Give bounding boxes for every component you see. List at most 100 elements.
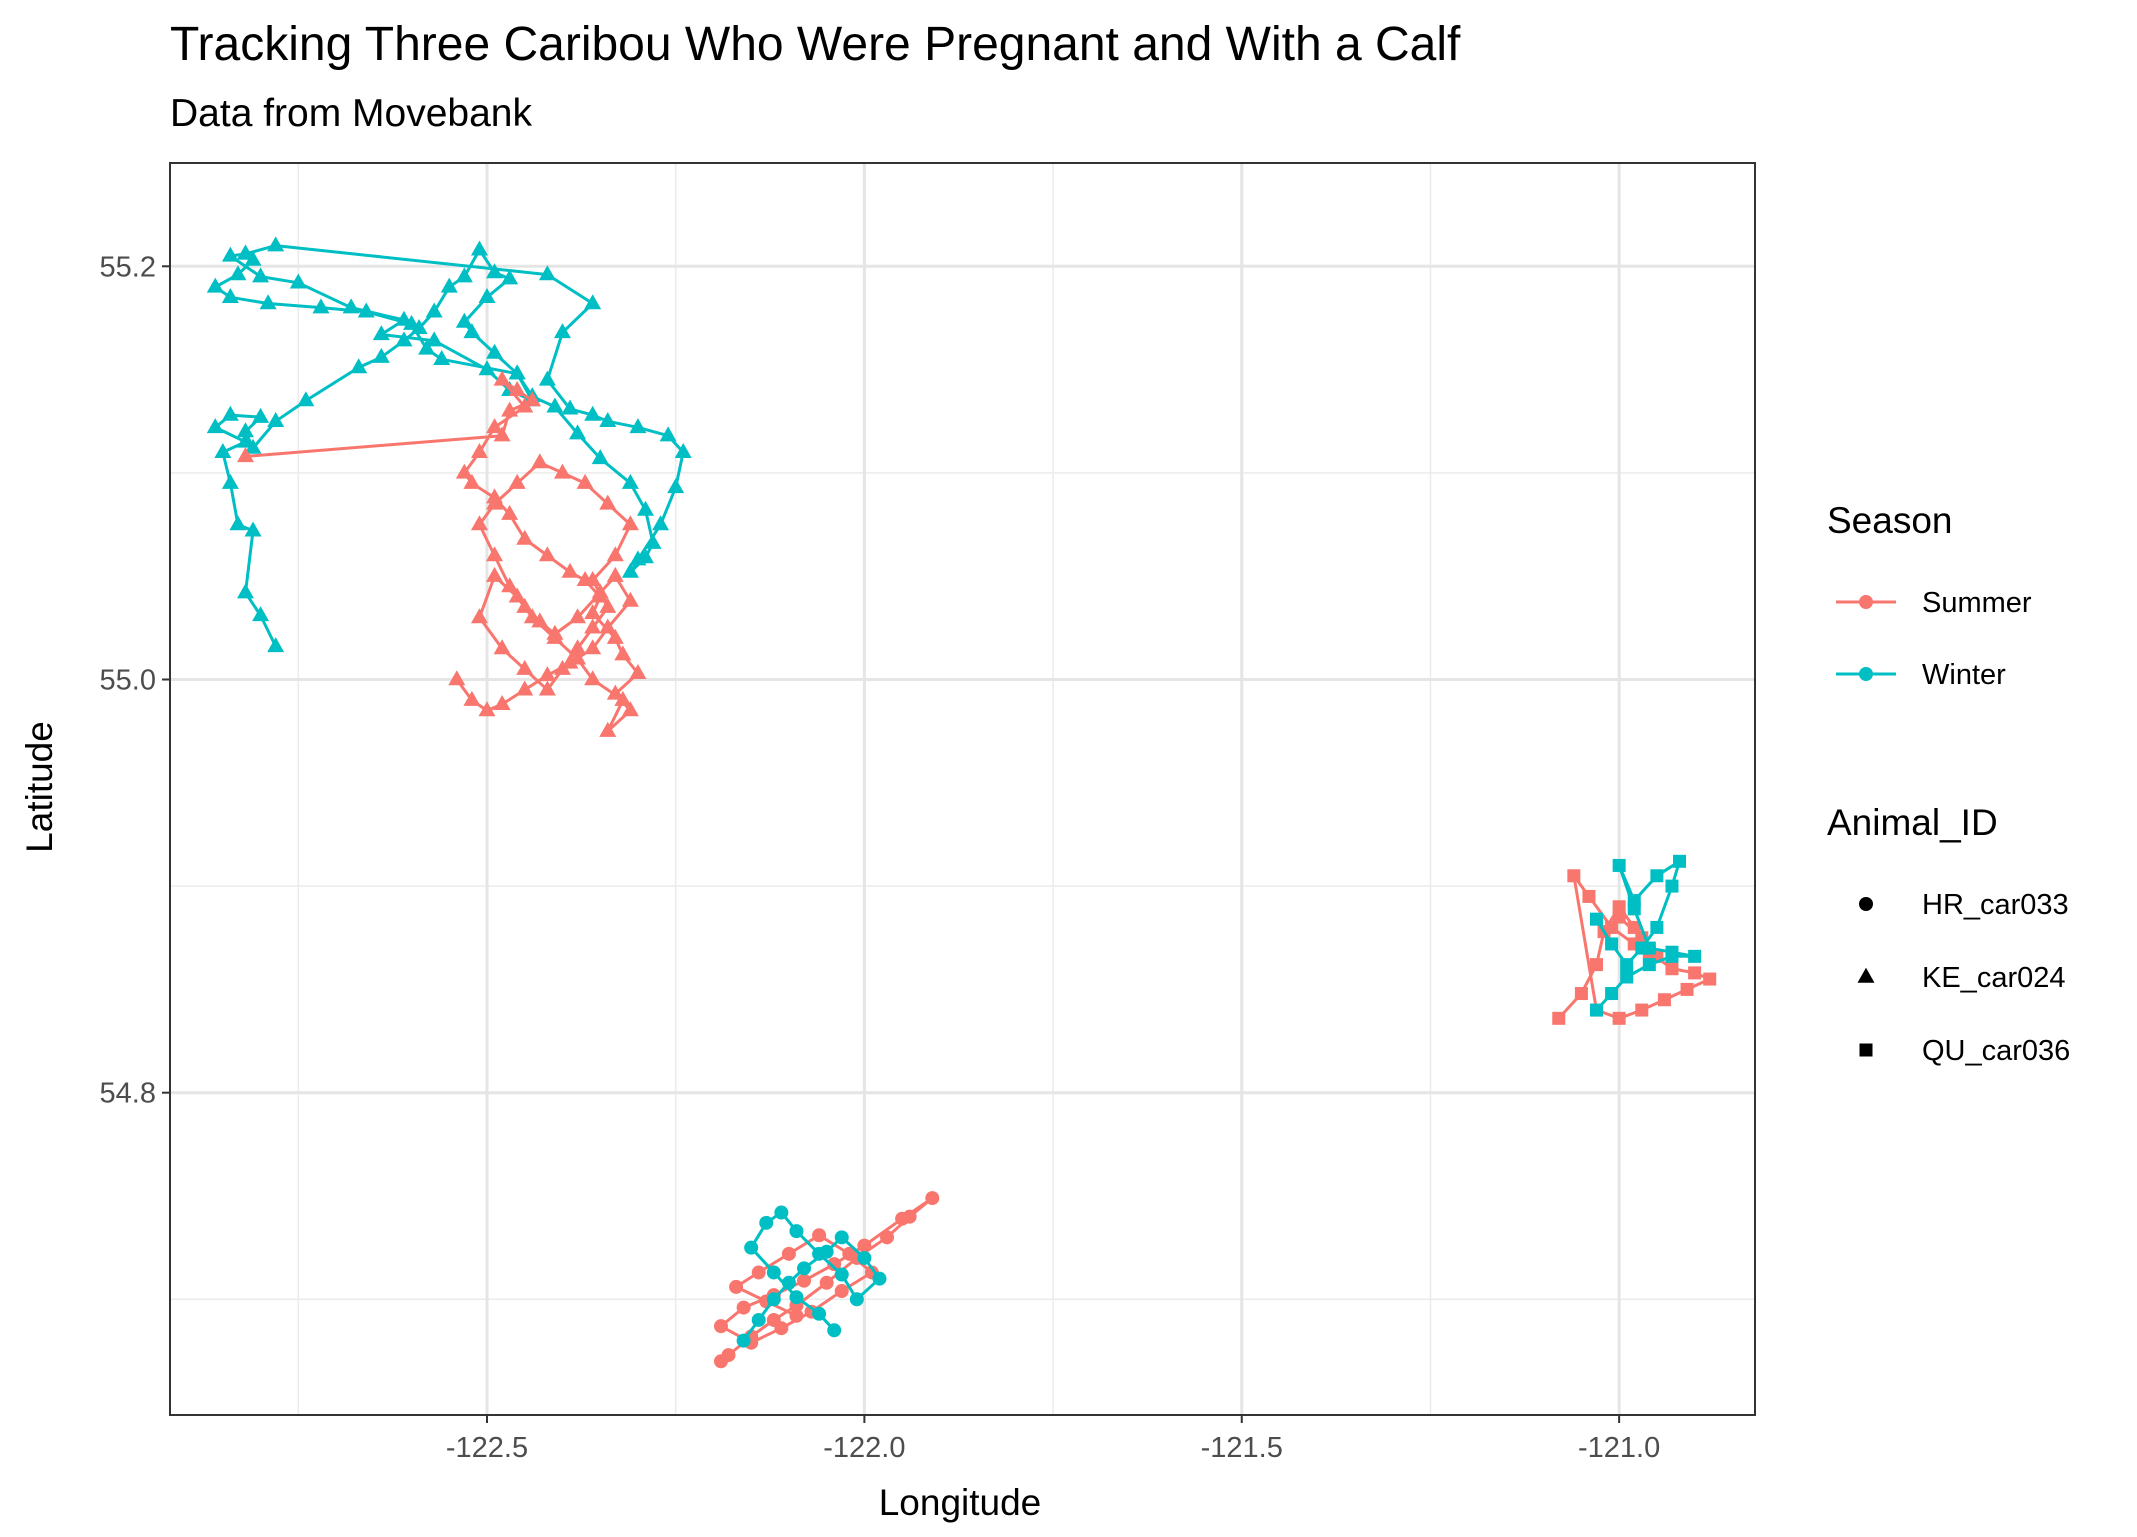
data-point (538, 680, 556, 696)
legend-season-label: Winter (1922, 659, 2006, 691)
data-point (372, 347, 390, 363)
data-point (880, 1230, 895, 1245)
y-axis-title: Latitude (19, 721, 60, 853)
data-point (614, 645, 632, 661)
data-point (455, 463, 473, 479)
legend-animal: Animal_ID HR_car033 KE_car024 QU_car036 (1827, 802, 2070, 1067)
data-point (1612, 858, 1626, 872)
data-point (674, 442, 692, 458)
data-point (342, 298, 360, 314)
data-point (1665, 962, 1679, 976)
data-point (350, 358, 368, 374)
data-point (531, 453, 549, 469)
data-point (797, 1273, 811, 1288)
x-tick-label: -121.5 (1201, 1432, 1283, 1464)
data-point (629, 550, 647, 566)
data-point (486, 566, 504, 582)
data-point (538, 370, 556, 386)
data-point (206, 418, 224, 434)
legend-animal-title: Animal_ID (1827, 802, 1998, 843)
data-point (252, 407, 270, 423)
data-point (659, 426, 677, 442)
data-point (781, 1246, 796, 1261)
data-point (576, 473, 594, 489)
data-point (252, 606, 270, 622)
data-point (1612, 1011, 1626, 1025)
data-point (553, 463, 571, 479)
data-point (1627, 902, 1641, 916)
legend-season-title: Season (1827, 500, 1953, 541)
data-point (508, 364, 526, 380)
data-point (644, 533, 662, 549)
chart-subtitle: Data from Movebank (170, 92, 532, 135)
data-point (721, 1348, 736, 1363)
data-point (1552, 1011, 1566, 1025)
data-point (584, 639, 602, 655)
data-point (538, 546, 556, 562)
data-point (516, 529, 534, 545)
plot-panel-background (170, 163, 1755, 1415)
data-point (736, 1333, 751, 1348)
data-point (501, 269, 519, 285)
legend-animal-key: KE_car024 (1857, 962, 2066, 994)
data-point (297, 391, 315, 407)
legend-point (1859, 667, 1873, 681)
data-point (516, 397, 534, 413)
data-point (789, 1290, 804, 1305)
data-point (797, 1261, 811, 1276)
data-point (713, 1319, 728, 1334)
data-point (599, 618, 617, 634)
data-point (781, 1275, 796, 1290)
data-point (508, 473, 526, 489)
legend-animal-label: QU_car036 (1922, 1035, 2070, 1067)
data-point (289, 273, 307, 289)
data-point (267, 637, 285, 653)
data-point (523, 391, 541, 407)
data-point (819, 1275, 834, 1290)
data-point (229, 515, 247, 531)
data-point (221, 405, 239, 421)
data-point (621, 562, 639, 578)
data-point (267, 411, 285, 427)
data-point (736, 1300, 751, 1315)
legend-season-key: Summer (1836, 587, 2032, 619)
data-point (463, 690, 481, 706)
data-point (1590, 958, 1603, 972)
data-point (486, 546, 504, 562)
data-point (312, 298, 330, 314)
data-point (478, 360, 496, 376)
data-point (470, 608, 488, 624)
data-point (849, 1292, 864, 1307)
data-point (1665, 879, 1679, 893)
data-point (569, 424, 587, 440)
data-point (433, 349, 451, 365)
data-point (221, 246, 239, 262)
data-point (486, 418, 504, 434)
data-point (584, 618, 602, 634)
data-point (516, 597, 534, 613)
data-point (418, 339, 436, 355)
series-KE_car024-Summer (236, 370, 647, 737)
series-QU_car036-Winter (1590, 854, 1702, 1017)
data-point (553, 323, 571, 339)
track-line (1557, 874, 1712, 1020)
data-point (1650, 920, 1664, 934)
data-point (455, 312, 473, 328)
data-point (584, 604, 602, 620)
data-point (403, 314, 421, 330)
data-point (214, 442, 232, 458)
data-point (584, 294, 602, 310)
series-HR_car033-Winter (736, 1205, 887, 1348)
data-series (206, 236, 1717, 1369)
data-point (470, 515, 488, 531)
data-point (1574, 987, 1588, 1001)
data-point (425, 302, 443, 318)
data-point (463, 323, 481, 339)
data-point (221, 287, 239, 303)
data-point (629, 418, 647, 434)
data-point (516, 680, 534, 696)
grid-lines (170, 163, 1755, 1415)
data-point (569, 608, 587, 624)
data-point (629, 664, 647, 680)
data-point (259, 294, 277, 310)
